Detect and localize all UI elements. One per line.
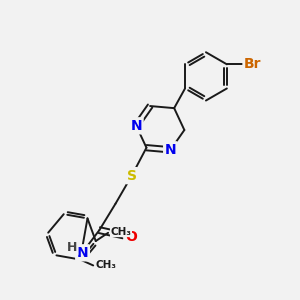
Text: O: O [125,230,137,244]
Text: CH₃: CH₃ [110,226,131,237]
Text: S: S [127,169,137,183]
Text: Br: Br [244,57,262,71]
Text: N: N [77,246,88,260]
Text: H: H [67,241,77,254]
Text: N: N [165,143,176,157]
Text: CH₃: CH₃ [95,260,116,270]
Text: N: N [130,119,142,133]
